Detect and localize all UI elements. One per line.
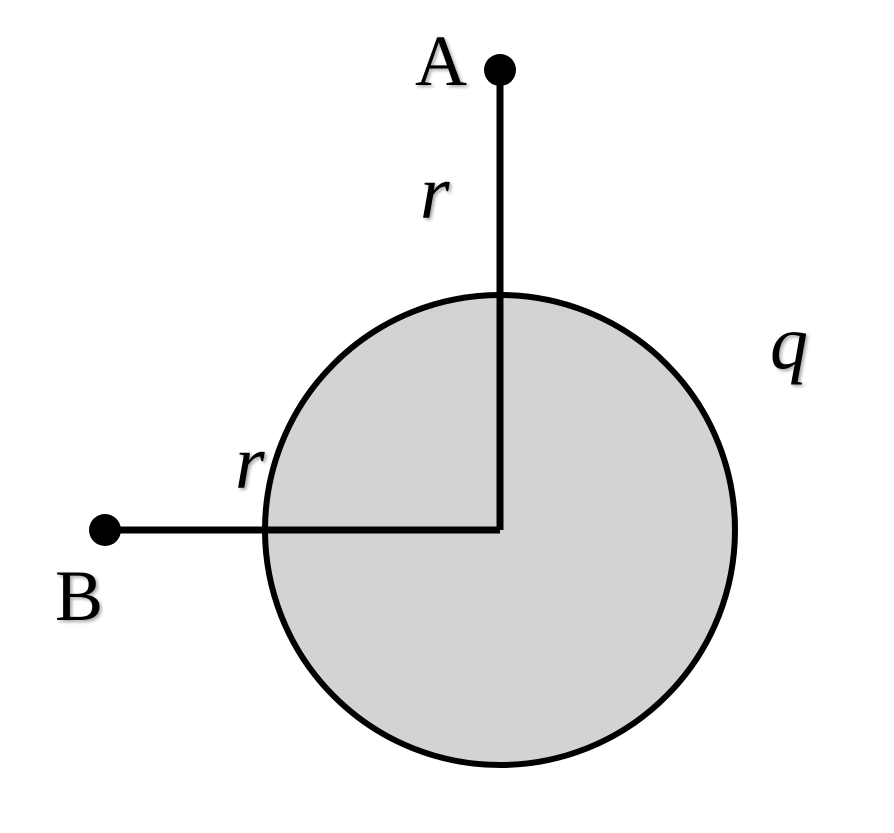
label-b: B bbox=[55, 560, 103, 632]
label-r-vertical: r bbox=[420, 155, 450, 231]
diagram-svg bbox=[0, 0, 894, 828]
label-r-horizontal: r bbox=[235, 425, 265, 501]
label-q: q bbox=[770, 305, 808, 381]
point-a-dot bbox=[484, 54, 516, 86]
label-a: A bbox=[415, 25, 467, 97]
diagram-stage: A B q r r bbox=[0, 0, 894, 828]
point-b-dot bbox=[89, 514, 121, 546]
